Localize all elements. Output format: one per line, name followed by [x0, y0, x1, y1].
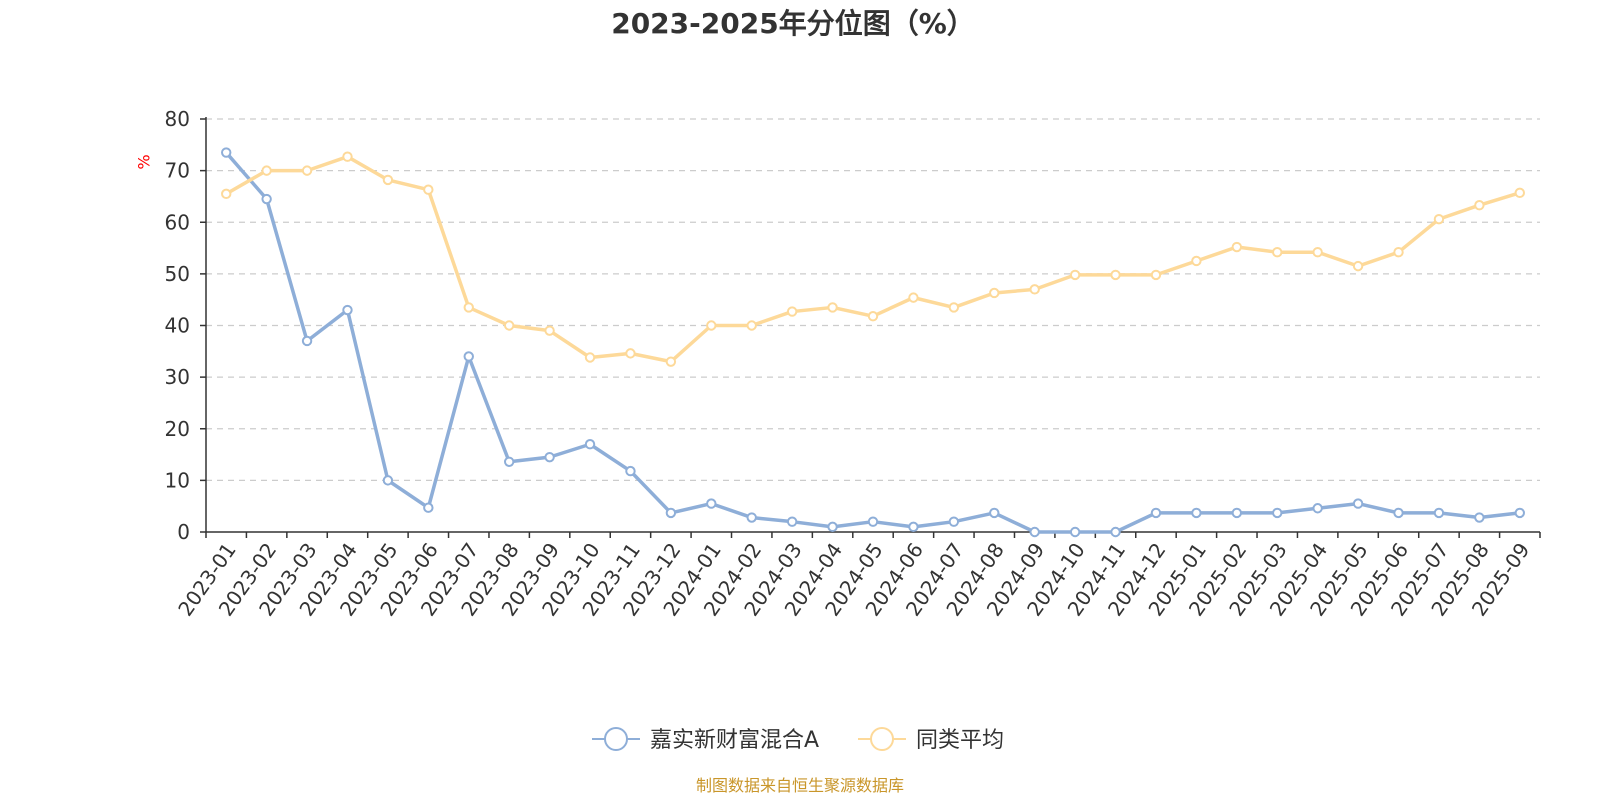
data-point-series-1: [221, 147, 232, 158]
data-point-series-2: [1231, 241, 1243, 253]
data-point-series-2: [867, 311, 879, 322]
data-point-series-1: [342, 304, 353, 316]
data-point-series-2: [544, 325, 555, 336]
data-point-series-1: [1191, 507, 1202, 519]
data-point-series-1: [948, 516, 960, 527]
data-point-series-2: [1191, 255, 1202, 267]
data-point-series-2: [1150, 269, 1162, 281]
data-point-series-2: [342, 151, 353, 162]
data-point-series-1: [665, 507, 677, 519]
data-point-series-1: [1474, 512, 1485, 523]
data-point-series-2: [786, 306, 798, 317]
axis-layer: 010203040506070802023-012023-022023-0320…: [165, 107, 1541, 620]
data-point-series-1: [503, 456, 515, 467]
data-point-series-2: [1312, 246, 1323, 258]
data-point-series-2: [221, 188, 232, 200]
data-point-series-1: [625, 465, 636, 477]
data-point-series-1: [1150, 507, 1162, 519]
data-point-series-1: [827, 521, 838, 533]
data-point-series-1: [908, 521, 919, 533]
data-point-series-2: [584, 352, 596, 363]
data-point-series-2: [1110, 269, 1121, 281]
data-point-series-1: [584, 439, 596, 450]
data-point-series-2: [827, 302, 838, 313]
data-point-series-2: [1393, 246, 1404, 258]
data-point-series-1: [1312, 503, 1323, 514]
data-point-series-1: [1069, 526, 1081, 538]
data-point-series-1: [1433, 507, 1445, 519]
data-point-series-2: [1029, 284, 1040, 295]
legend-label-series-2: 同类平均: [916, 728, 1004, 753]
data-point-series-1: [746, 512, 757, 523]
data-point-series-2: [1272, 246, 1283, 258]
data-point-series-2: [746, 320, 757, 331]
data-point-series-2: [1069, 269, 1081, 281]
data-point-series-1: [1514, 507, 1525, 519]
legend-item-series-1[interactable]: 嘉实新财富混合A: [592, 727, 819, 753]
data-point-series-2: [1433, 213, 1445, 225]
legend[interactable]: 嘉实新财富混合A 同类平均: [592, 727, 1004, 753]
grid-layer: [206, 118, 1540, 481]
chart-title: 2023-2025年分位图（%）: [611, 7, 975, 40]
data-point-series-1: [1231, 507, 1243, 519]
y-tick-label: 30: [165, 365, 190, 389]
y-tick-label: 40: [165, 314, 190, 338]
data-point-series-1: [1029, 526, 1040, 538]
y-tick-label: 20: [165, 417, 190, 441]
y-tick-label: 0: [177, 520, 190, 544]
data-point-series-1: [423, 502, 434, 513]
series-line-2: [224, 154, 1522, 364]
data-point-series-2: [463, 302, 474, 313]
data-source-note: 制图数据来自恒生聚源数据库: [696, 776, 904, 795]
data-point-series-2: [989, 287, 1000, 299]
data-point-series-2: [908, 292, 919, 303]
legend-marker-series-2: [870, 727, 894, 751]
data-point-series-2: [1474, 200, 1485, 211]
data-point-series-2: [1514, 187, 1525, 199]
data-point-series-1: [706, 498, 717, 509]
data-point-series-1: [786, 516, 798, 527]
data-point-series-1: [544, 451, 555, 463]
data-point-series-2: [948, 302, 960, 313]
data-point-series-1: [989, 507, 1000, 519]
data-point-series-2: [301, 165, 313, 176]
data-point-series-2: [1352, 260, 1364, 272]
data-point-series-1: [463, 351, 474, 362]
data-point-series-2: [382, 174, 394, 186]
data-point-series-1: [867, 516, 879, 527]
legend-item-series-2[interactable]: 同类平均: [858, 727, 1004, 753]
data-point-series-2: [665, 356, 677, 367]
data-point-series-1: [1352, 498, 1364, 509]
y-tick-label: 80: [165, 107, 190, 131]
y-tick-label: 50: [165, 262, 190, 286]
data-point-series-2: [503, 320, 515, 331]
data-point-series-1: [1110, 526, 1121, 538]
series-layer: [221, 147, 1525, 538]
y-tick-label: 70: [165, 159, 190, 183]
y-axis-label: %: [135, 154, 154, 169]
data-point-series-1: [382, 475, 394, 486]
series-line-1: [224, 150, 1522, 534]
data-point-series-2: [706, 320, 717, 331]
data-point-series-1: [261, 193, 272, 205]
legend-marker-series-1: [604, 727, 628, 751]
y-tick-label: 10: [165, 468, 190, 492]
data-point-series-1: [301, 335, 313, 347]
data-point-series-2: [261, 165, 272, 176]
data-point-series-2: [423, 184, 434, 195]
data-point-series-1: [1272, 507, 1283, 519]
data-point-series-1: [1393, 507, 1404, 519]
data-point-series-2: [625, 348, 636, 359]
legend-label-series-1: 嘉实新财富混合A: [650, 728, 819, 753]
y-tick-label: 60: [165, 210, 190, 234]
